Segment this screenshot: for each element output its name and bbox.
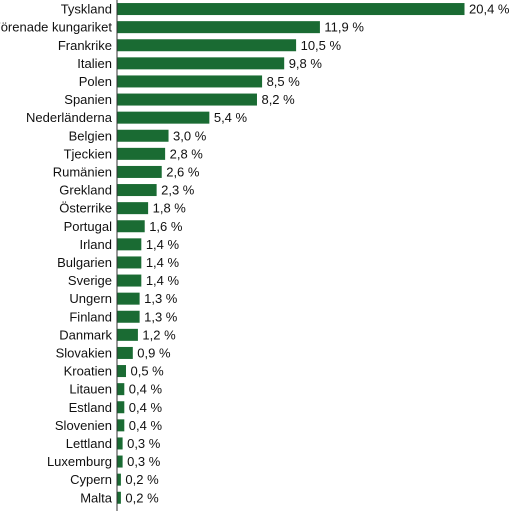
bar — [117, 310, 140, 323]
category-label: Cypern — [70, 472, 112, 487]
category-label: Slovakien — [56, 345, 112, 360]
bar — [117, 292, 140, 305]
bar — [117, 473, 121, 486]
bar — [117, 274, 142, 287]
value-label: 10,5 % — [301, 38, 342, 53]
category-label: Finland — [69, 309, 112, 324]
category-label: Lettland — [66, 436, 112, 451]
category-label: Malta — [80, 490, 113, 505]
value-label: 20,4 % — [469, 2, 510, 17]
value-label: 1,3 % — [144, 309, 178, 324]
category-label: Estland — [69, 400, 112, 415]
bar — [117, 220, 145, 233]
value-label: 0,3 % — [127, 436, 161, 451]
bar — [117, 365, 127, 378]
bar — [117, 93, 257, 106]
bar — [117, 111, 210, 124]
category-label: Spanien — [64, 92, 112, 107]
value-label: 9,8 % — [289, 56, 323, 71]
value-label: 0,9 % — [137, 345, 171, 360]
category-label: Danmark — [59, 327, 112, 342]
value-label: 8,2 % — [261, 92, 295, 107]
value-label: 0,5 % — [131, 364, 165, 379]
bar — [117, 75, 263, 88]
category-label: Slovenien — [55, 418, 112, 433]
category-label: Sverige — [68, 273, 112, 288]
category-label: Rumänien — [53, 164, 112, 179]
bar — [117, 147, 166, 160]
category-label: Irland — [79, 237, 112, 252]
category-label: Grekland — [59, 183, 112, 198]
category-label: Polen — [79, 74, 112, 89]
value-label: 0,4 % — [129, 382, 163, 397]
bar — [117, 3, 465, 16]
value-label: 1,4 % — [146, 237, 180, 252]
value-label: 0,2 % — [125, 490, 159, 505]
category-label: Tjeckien — [64, 146, 112, 161]
bar — [117, 165, 162, 178]
bar — [117, 21, 320, 34]
bar — [117, 202, 149, 215]
bar — [117, 39, 297, 52]
bar — [117, 346, 133, 359]
category-label: Förenade kungariket — [0, 20, 112, 35]
bar — [117, 256, 142, 269]
category-label: Nederländerna — [26, 110, 113, 125]
bar — [117, 455, 123, 468]
value-label: 5,4 % — [214, 110, 248, 125]
bar — [117, 57, 285, 70]
value-label: 0,3 % — [127, 454, 161, 469]
bar — [117, 383, 125, 396]
value-label: 0,4 % — [129, 400, 163, 415]
category-label: Bulgarien — [57, 255, 112, 270]
value-label: 0,4 % — [129, 418, 163, 433]
value-label: 2,8 % — [170, 146, 204, 161]
category-label: Belgien — [69, 128, 112, 143]
category-label: Luxemburg — [47, 454, 112, 469]
value-label: 2,6 % — [166, 164, 200, 179]
bar — [117, 184, 157, 197]
value-label: 11,9 % — [324, 20, 364, 35]
bar — [117, 437, 123, 450]
bar — [117, 401, 125, 414]
category-label: Ungern — [69, 291, 112, 306]
value-label: 0,2 % — [125, 472, 159, 487]
value-label: 2,3 % — [161, 183, 195, 198]
value-label: 1,4 % — [146, 273, 180, 288]
value-label: 1,2 % — [142, 327, 176, 342]
value-label: 8,5 % — [267, 74, 301, 89]
bar — [117, 328, 138, 341]
category-label: Frankrike — [58, 38, 112, 53]
bar — [117, 491, 121, 504]
category-label: Litauen — [69, 382, 112, 397]
value-label: 1,6 % — [149, 219, 183, 234]
category-label: Italien — [77, 56, 112, 71]
category-label: Tyskland — [61, 2, 112, 17]
bar — [117, 238, 142, 251]
category-label: Portugal — [64, 219, 113, 234]
value-label: 1,3 % — [144, 291, 178, 306]
value-label: 1,8 % — [153, 201, 187, 216]
bar — [117, 129, 169, 142]
bar — [117, 419, 125, 432]
value-label: 3,0 % — [173, 128, 207, 143]
category-label: Kroatien — [64, 364, 112, 379]
value-label: 1,4 % — [146, 255, 180, 270]
category-label: Österrike — [59, 201, 112, 216]
